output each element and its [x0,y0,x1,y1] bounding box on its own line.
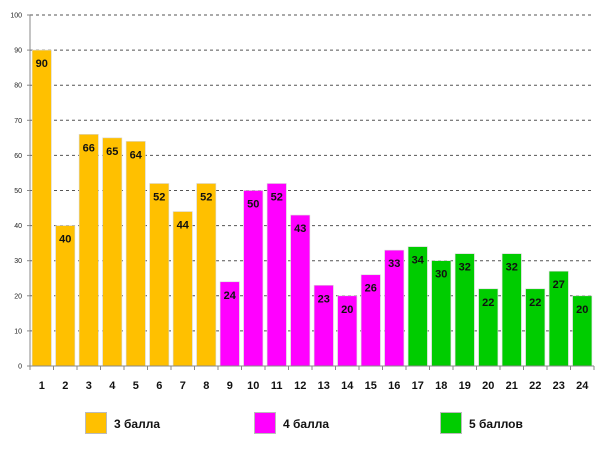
data-label-8: 52 [200,191,212,203]
x-tick-label: 8 [203,380,209,392]
legend-swatch-3 [85,412,107,434]
y-axis: 0 10 20 30 40 50 60 70 80 90 100 [10,13,31,371]
data-label-18: 30 [435,269,447,281]
data-label-23: 27 [553,279,565,291]
legend-swatch-5 [440,412,462,434]
x-tick-label: 21 [506,380,518,392]
y-tick-label: 80 [14,83,22,90]
y-tick-label: 60 [14,153,22,160]
data-label-2: 40 [59,234,71,246]
y-tick-label: 40 [14,223,22,230]
data-label-17: 34 [412,255,425,267]
x-tick-label: 5 [133,380,139,392]
x-tick-label: 16 [388,380,400,392]
bar-10 [243,190,264,367]
bar-12 [290,214,311,367]
x-tick-label: 20 [482,380,494,392]
x-tick-label: 4 [109,380,116,392]
x-tick-label: 7 [180,380,186,392]
data-label-10: 50 [247,199,259,211]
data-label-7: 44 [177,220,190,232]
data-label-12: 43 [294,223,306,235]
x-tick-label: 18 [435,380,447,392]
data-label-20: 22 [482,297,494,309]
x-tick-label: 22 [529,380,541,392]
x-tick-label: 15 [365,380,377,392]
y-tick-label: 70 [14,118,22,125]
legend-label-3: 3 балла [114,417,161,431]
x-tick-label: 3 [86,380,92,392]
x-tick-label: 12 [294,380,306,392]
bar-2 [55,225,76,367]
x-axis: 1 2 3 4 5 6 7 8 9 10 11 12 13 14 15 16 17 18 19 20 21 22 23 24 [29,365,595,392]
legend-label-4: 4 балла [283,417,330,431]
bar-11 [266,183,287,367]
x-tick-label: 13 [318,380,330,392]
data-label-15: 26 [365,283,377,295]
x-tick-label: 2 [62,380,68,392]
x-tick-label: 14 [341,380,354,392]
y-tick-label: 90 [14,48,22,55]
gridlines [30,14,594,332]
bar-6 [149,183,170,367]
x-tick-label: 24 [576,380,589,392]
x-tick-label: 23 [553,380,565,392]
bar-7 [172,211,193,367]
y-tick-label: 0 [18,364,22,371]
x-tick-label: 9 [227,380,233,392]
bar-3 [78,134,99,367]
x-tick-label: 6 [156,380,162,392]
x-tick-label: 17 [412,380,424,392]
data-label-1: 90 [36,58,48,70]
data-label-6: 52 [153,191,165,203]
data-label-24: 20 [576,304,588,316]
y-tick-label: 20 [14,293,22,300]
bars: 90 40 66 65 64 52 44 52 24 50 52 43 23 20 26 33 34 30 32 22… [31,49,593,367]
y-tick-label: 10 [14,328,22,335]
data-label-14: 20 [341,304,353,316]
x-tick-label: 10 [247,380,259,392]
bar-4 [102,137,123,367]
data-label-19: 32 [459,262,471,274]
legend-swatch-4 [254,412,276,434]
data-label-16: 33 [388,258,400,270]
legend-label-5: 5 баллов [469,417,523,431]
data-label-13: 23 [318,293,330,305]
x-tick-label: 11 [271,380,283,392]
x-tick-label: 19 [459,380,471,392]
y-tick-label: 50 [14,188,22,195]
data-label-4: 65 [106,146,118,158]
bar-8 [196,183,217,367]
data-label-5: 64 [130,149,143,161]
data-label-11: 52 [271,191,283,203]
data-label-21: 32 [506,262,518,274]
bar-1 [31,49,52,367]
x-tick-label: 1 [39,380,45,392]
y-tick-label: 100 [10,13,22,20]
data-label-22: 22 [529,297,541,309]
data-label-3: 66 [83,142,95,154]
bar-5 [125,141,146,367]
y-tick-label: 30 [14,258,22,265]
data-label-9: 24 [224,290,237,302]
